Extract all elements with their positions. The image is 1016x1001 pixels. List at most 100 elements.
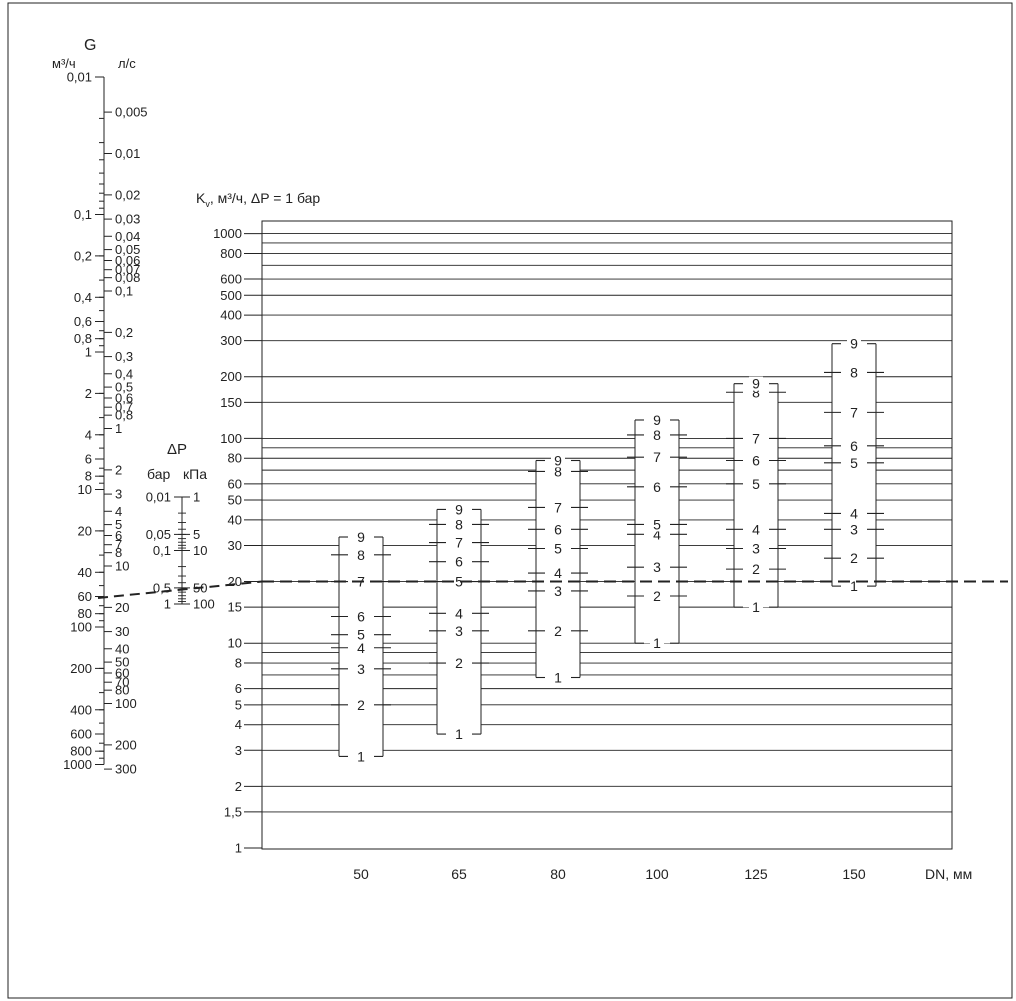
kv-y-label: 1000 xyxy=(213,226,242,241)
valve-column-65: 1 2 3 4 5 6 7 89 65 xyxy=(429,501,489,882)
valve-step-label: 3 xyxy=(653,559,661,575)
flow-m3h-label: 800 xyxy=(70,744,92,759)
valve-step-label: 1 xyxy=(357,748,365,764)
kv-y-label: 200 xyxy=(220,369,242,384)
valve-step-label-bg xyxy=(650,636,664,651)
valve-step-label: 7 xyxy=(752,430,760,446)
valve-step-label: 6 xyxy=(752,452,760,468)
valve-step-label-bg xyxy=(452,606,466,621)
flow-ls-label: 0,1 xyxy=(115,283,133,298)
flow-m3h-label: 10 xyxy=(78,482,92,497)
valve-step-label-bg xyxy=(847,405,861,420)
valve-step-label-bg xyxy=(551,500,565,515)
valve-step-label-bg xyxy=(847,579,861,594)
valve-step-label: 2 xyxy=(357,697,365,713)
kv-y-label: 500 xyxy=(220,288,242,303)
valve-step-label: 2 xyxy=(653,588,661,604)
dp-scale: ΔP бар кПа 0,010,050,10,51151050100 xyxy=(146,441,215,612)
kv-y-label: 30 xyxy=(228,538,242,553)
dn-label: 65 xyxy=(451,866,467,882)
flow-ls-label: 200 xyxy=(115,737,137,752)
dn-label: 150 xyxy=(842,866,866,882)
flow-ls-label: 40 xyxy=(115,641,129,656)
flow-ls-label: 0,4 xyxy=(115,366,133,381)
flow-ls-label: 0,8 xyxy=(115,408,133,423)
flow-m3h-label: 600 xyxy=(70,726,92,741)
valve-step-label-bg xyxy=(847,522,861,537)
valve-step-label-bg xyxy=(749,476,763,491)
valve-step-label-bg xyxy=(354,749,368,764)
dn-label: 100 xyxy=(645,866,669,882)
dp-kpa-label: 5 xyxy=(193,527,200,542)
valve-step-label: 6 xyxy=(653,479,661,495)
kv-y-label: 3 xyxy=(235,743,242,758)
kv-y-label: 15 xyxy=(228,600,242,615)
flow-ls-label: 0,01 xyxy=(115,146,140,161)
flow-unit-ls: л/с xyxy=(118,56,136,71)
valve-step-label: 3 xyxy=(357,661,365,677)
valve-step-label: 3 xyxy=(455,623,463,639)
flow-ls-label: 0,3 xyxy=(115,349,133,364)
valve-step-label: 8 xyxy=(554,463,562,479)
dp-bar-label: 0,01 xyxy=(146,490,171,505)
dp-kpa-label: 1 xyxy=(193,490,200,505)
valve-step-label: 8 xyxy=(357,547,365,563)
valve-column-80: 1 2 3 4 5 6 7 89 80 xyxy=(528,452,588,882)
valve-step-label: 4 xyxy=(357,640,365,656)
valve-step-label: 8 xyxy=(653,427,661,443)
valve-step-label: 9 xyxy=(850,336,858,352)
flow-ls-label: 0,02 xyxy=(115,187,140,202)
valve-step-label-bg xyxy=(650,479,664,494)
kv-y-label: 60 xyxy=(228,476,242,491)
dn-label: 50 xyxy=(353,866,369,882)
valve-step-label-bg xyxy=(650,517,664,532)
valve-step-label: 4 xyxy=(554,565,562,581)
valve-step-label-bg xyxy=(452,656,466,671)
valve-step-label: 8 xyxy=(455,516,463,532)
valve-step-label-bg xyxy=(847,551,861,566)
flow-ls-label: 2 xyxy=(115,462,122,477)
valve-step-label-bg xyxy=(749,522,763,537)
valve-step-label: 4 xyxy=(455,605,463,621)
valve-step-label-bg xyxy=(749,376,763,391)
flow-ls-label: 30 xyxy=(115,624,129,639)
valve-step-label: 6 xyxy=(554,521,562,537)
valve-column-50: 12345678950 xyxy=(331,529,391,882)
valve-step-label: 1 xyxy=(850,578,858,594)
valve-step-label-bg xyxy=(551,464,565,479)
kv-y-label: 100 xyxy=(220,431,242,446)
kv-y-label: 4 xyxy=(235,717,242,732)
flow-m3h-label: 60 xyxy=(78,589,92,604)
x-axis-label: DN, мм xyxy=(925,866,972,882)
flow-ls-label: 5 xyxy=(115,517,122,532)
valve-step-label-bg xyxy=(452,574,466,589)
valve-step-label-bg xyxy=(452,502,466,517)
kv-y-label: 1 xyxy=(235,841,242,856)
flow-ls-label: 300 xyxy=(115,762,137,777)
valve-step-label: 4 xyxy=(850,505,858,521)
valve-step-label-bg xyxy=(650,450,664,465)
flow-ls-label: 100 xyxy=(115,696,137,711)
flow-scale-title: G xyxy=(84,37,96,54)
valve-step-label-bg xyxy=(354,609,368,624)
valve-step-label-bg xyxy=(551,522,565,537)
flow-m3h-label: 40 xyxy=(78,565,92,580)
valve-step-label: 7 xyxy=(455,535,463,551)
valve-step-label-bg xyxy=(749,431,763,446)
valve-step-label-bg xyxy=(847,438,861,453)
valve-step-label: 2 xyxy=(554,623,562,639)
dp-bar-label: 0,05 xyxy=(146,527,171,542)
valve-step-label-bg xyxy=(551,453,565,468)
flow-ls-label: 0,03 xyxy=(115,212,140,227)
valve-step-label-bg xyxy=(354,640,368,655)
flow-ls-label: 0,2 xyxy=(115,325,133,340)
flow-ls-label: 80 xyxy=(115,683,129,698)
flow-m3h-label: 0,6 xyxy=(74,314,92,329)
flow-m3h-label: 400 xyxy=(70,702,92,717)
dp-kpa-label: 10 xyxy=(193,543,207,558)
dn-label: 125 xyxy=(744,866,768,882)
valve-step-label: 3 xyxy=(554,583,562,599)
valve-step-label: 4 xyxy=(752,521,760,537)
dp-scale-title: ΔP xyxy=(167,441,187,458)
flow-m3h-label: 4 xyxy=(85,427,92,442)
